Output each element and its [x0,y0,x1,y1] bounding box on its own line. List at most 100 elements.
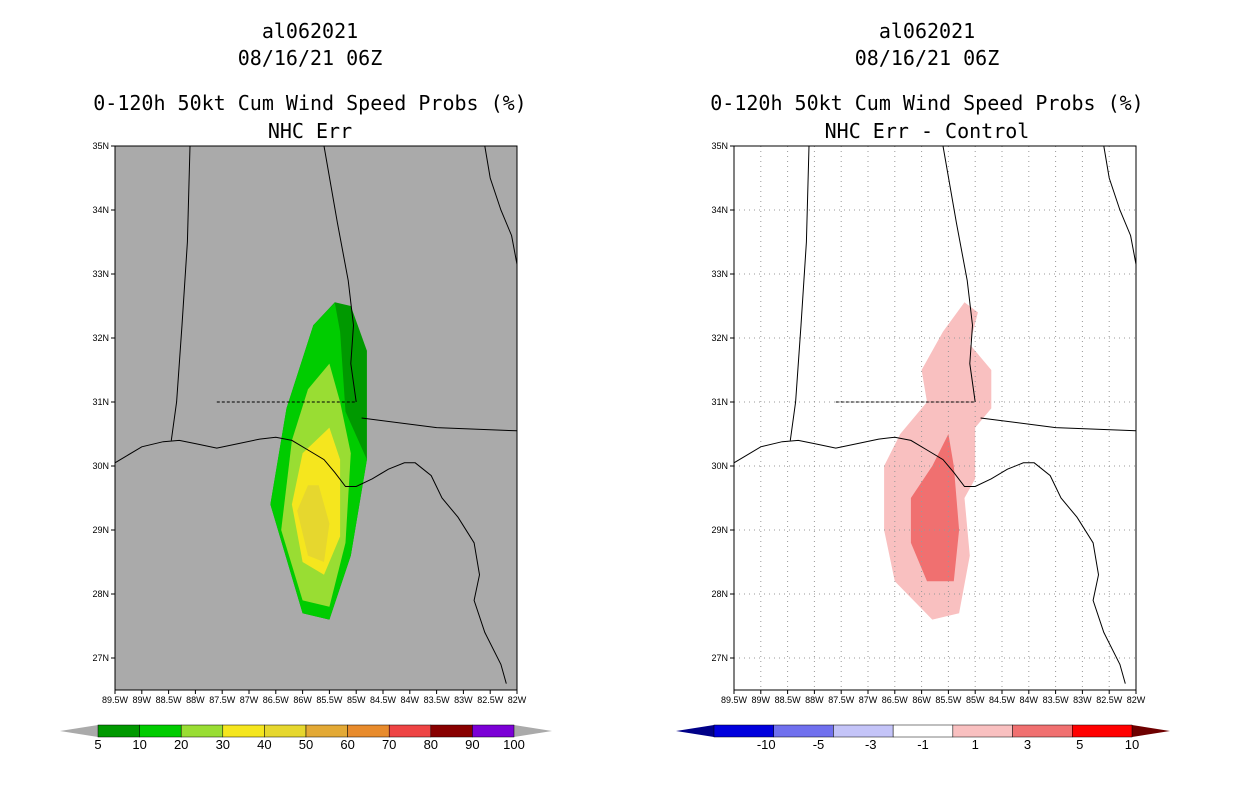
colorbar-swatch [180,724,224,738]
state-border-ga-fl [980,417,1137,432]
coastline [114,436,507,684]
contour-fill-40 [297,485,330,562]
lon-label: 86W [293,695,312,705]
lat-label: 33N [92,269,109,279]
right-datetime: 08/16/21 06Z [854,46,1000,70]
lon-label: 88W [186,695,205,705]
lon-label: 89W [752,695,771,705]
lon-label: 89.5W [102,695,129,705]
lon-label: 84W [1020,695,1039,705]
colorbar-extend-low [60,725,98,737]
colorbar-swatch [472,724,515,738]
contour-fill-3 [910,434,960,582]
lon-label: 87.5W [828,695,855,705]
lon-label: 83W [454,695,473,705]
colorbar: -10 -5 -3 -1 1 3 5 10 [676,724,1170,752]
colorbar-swatch [833,724,894,738]
colorbar-label: 50 [299,737,313,752]
lon-label: 87W [859,695,878,705]
lon-label: 85.5W [935,695,962,705]
lat-label: 30N [92,461,109,471]
colorbar-label: 10 [132,737,146,752]
colorbar-extend-low [676,725,714,737]
colorbar-swatch [952,724,1013,738]
lon-label: 83W [1073,695,1092,705]
lat-label: 31N [92,397,109,407]
lon-label: 89.5W [721,695,748,705]
lon-label: 82W [1127,695,1146,705]
colorbar-swatch [773,724,834,738]
colorbar-swatch [430,724,473,738]
panel-2: 35N 34N 33N 32N 31N 30N 29N 28N 27N 89.5W 89W 88.5W… [676,141,1170,752]
lat-label: 35N [92,141,109,151]
lon-label: 85.5W [316,695,343,705]
colorbar-label: 80 [424,737,438,752]
colorbar-label: 90 [465,737,479,752]
lon-label: 87.5W [209,695,236,705]
lon-label: 88W [805,695,824,705]
lat-label: 34N [92,205,109,215]
left-subtitle: NHC Err [267,119,353,143]
colorbar-label: 1 [972,737,979,752]
lat-label: 29N [92,525,109,535]
map-frame [733,145,1137,691]
lon-label: 85W [966,695,985,705]
lon-label: 83.5W [424,695,451,705]
colorbar-label: 30 [216,737,230,752]
lon-label: 87W [240,695,259,705]
colorbar-swatch [713,724,774,738]
colorbar-label: -5 [813,737,825,752]
lat-label: 28N [711,589,728,599]
lon-label: 86.5W [263,695,290,705]
lon-label: 89W [133,695,152,705]
lon-label: 83.5W [1043,695,1070,705]
colorbar-label: 5 [94,737,101,752]
lon-label: 84.5W [989,695,1016,705]
colorbar-label: 70 [382,737,396,752]
right-storm-id: al062021 [878,19,976,43]
coastline [733,436,1126,684]
lon-label: 86.5W [882,695,909,705]
atlantic-coastline [1103,145,1137,265]
lon-label: 82.5W [477,695,504,705]
colorbar-label: 5 [1076,737,1083,752]
left-storm-id: al062021 [261,19,359,43]
colorbar-swatch [347,724,390,738]
lat-label: 29N [711,525,728,535]
colorbar-label: 20 [174,737,188,752]
lat-label: 35N [711,141,728,151]
colorbar-extend-high [1132,725,1170,737]
state-border-al-ga [942,145,976,403]
lat-label: 31N [711,397,728,407]
colorbar-swatch [222,724,265,738]
state-border-ms-al [170,145,191,441]
lat-label: 28N [92,589,109,599]
lon-label: 88.5W [156,695,183,705]
lon-label: 88.5W [775,695,802,705]
lon-label: 86W [912,695,931,705]
colorbar-swatch [305,724,348,738]
colorbar-label: -10 [757,737,776,752]
lon-label: 82.5W [1096,695,1123,705]
basemap [114,145,518,684]
colorbar-label: 100 [503,737,525,752]
colorbar-label: -1 [917,737,929,752]
lat-label: 33N [711,269,728,279]
colorbar-swatch [1012,724,1073,738]
colorbar-extend-high [514,725,552,737]
colorbar-swatch [264,724,307,738]
colorbar-label: 10 [1125,737,1139,752]
state-border-ms-al [789,145,810,441]
lat-label: 27N [92,653,109,663]
colorbar-swatch [1072,724,1133,738]
lat-label: 30N [711,461,728,471]
colorbar-swatch [139,724,182,738]
colorbar-label: 3 [1024,737,1031,752]
right-subtitle: NHC Err - Control [824,119,1030,143]
lat-label: 34N [711,205,728,215]
left-title: 0-120h 50kt Cum Wind Speed Probs (%) [93,91,527,115]
colorbar-swatch [97,724,140,738]
colorbar-label: 40 [257,737,271,752]
lat-label: 32N [711,333,728,343]
